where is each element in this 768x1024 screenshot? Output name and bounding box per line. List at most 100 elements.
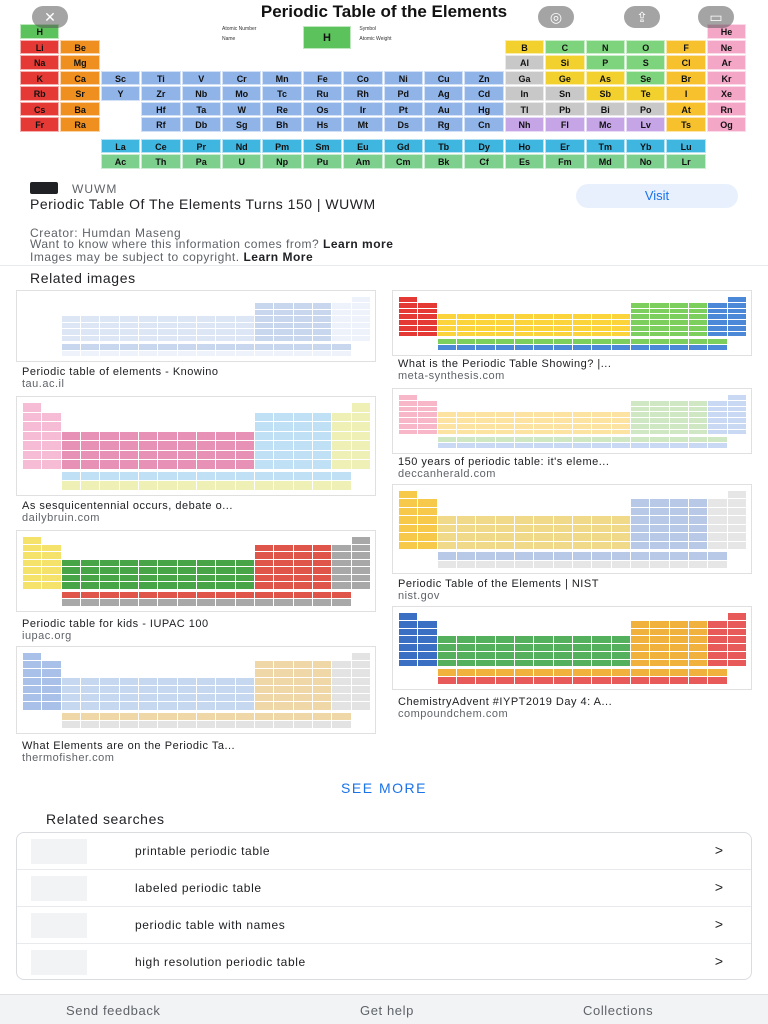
related-search-item[interactable]: printable periodic table >	[17, 833, 751, 870]
see-more-button[interactable]: SEE MORE	[341, 780, 427, 796]
element-cell: Ga	[504, 70, 545, 85]
related-search-item[interactable]: high resolution periodic table >	[17, 944, 751, 979]
thumbnail-cell	[669, 406, 688, 412]
element-cell: Th	[141, 154, 181, 169]
thumbnail-cell	[139, 431, 158, 441]
thumbnail-cell	[313, 599, 332, 606]
thumbnail-cell	[235, 344, 254, 350]
related-image-caption[interactable]: Periodic Table of the Elements | NIST	[398, 578, 599, 590]
thumbnail-cell	[650, 320, 669, 325]
thumbnail-cell	[631, 628, 650, 636]
thumbnail-cell	[139, 316, 158, 322]
thumbnail-cell	[255, 422, 274, 431]
thumbnail-cell	[399, 491, 418, 499]
thumbnail-cell	[61, 582, 80, 589]
thumbnail-cell	[313, 322, 332, 329]
related-image-thumbnail[interactable]	[16, 290, 376, 362]
thumbnail-cell	[437, 412, 456, 418]
thumbnail-cell	[727, 412, 746, 418]
element-cell: Pb	[545, 101, 585, 116]
thumbnail-cell	[351, 297, 370, 303]
thumbnail-cell	[457, 636, 476, 644]
footer-bar: Send feedback Get help Collections	[0, 994, 768, 1024]
element-cell: Y	[100, 86, 141, 101]
related-image-thumbnail[interactable]	[16, 646, 376, 734]
thumbnail-cell	[313, 661, 332, 669]
thumbnail-cell	[177, 559, 196, 567]
source-title[interactable]: Periodic Table Of The Elements Turns 150…	[30, 196, 376, 212]
thumbnail-cell	[476, 552, 495, 560]
thumbnail-cell	[235, 574, 254, 582]
thumbnail-cell	[553, 345, 572, 350]
thumbnail-cell	[274, 685, 293, 694]
element-cell: Er	[545, 138, 585, 154]
save-icon[interactable]: ▭	[698, 6, 734, 28]
thumbnail-cell	[650, 412, 669, 418]
thumbnail-cell	[727, 320, 746, 325]
thumbnail-cell	[515, 345, 534, 350]
thumbnail-cell	[177, 441, 196, 450]
thumbnail-cell	[332, 316, 351, 322]
copyright-question: Want to know where this information come…	[30, 237, 320, 251]
related-search-item[interactable]: periodic table with names >	[17, 907, 751, 944]
get-help-link[interactable]: Get help	[360, 1003, 414, 1018]
thumbnail-cell	[61, 450, 80, 460]
related-search-item[interactable]: labeled periodic table >	[17, 870, 751, 907]
element-cell: Og	[706, 117, 747, 132]
related-image-caption[interactable]: Periodic table for kids - IUPAC 100	[22, 618, 209, 630]
hero-image[interactable]: Periodic Table of the Elements H He Li Be B C…	[0, 0, 768, 172]
chevron-right-icon: >	[714, 953, 723, 969]
send-feedback-link[interactable]: Send feedback	[66, 1003, 161, 1018]
related-image-caption[interactable]: Periodic table of elements - Knowino	[22, 366, 219, 378]
thumbnail-cell	[689, 659, 708, 667]
element-cell: Ba	[60, 101, 100, 116]
thumbnail-cell	[158, 685, 177, 694]
thumbnail-cell	[650, 644, 669, 651]
thumbnail-cell	[611, 644, 630, 651]
related-image-caption[interactable]: What Elements are on the Periodic Ta...	[22, 740, 236, 752]
related-image-caption[interactable]: 150 years of periodic table: it's eleme.…	[398, 456, 610, 468]
thumbnail-cell	[139, 335, 158, 342]
visit-button[interactable]: Visit	[576, 184, 738, 208]
share-icon[interactable]: ⇪	[624, 6, 660, 28]
thumbnail-cell	[81, 344, 100, 350]
related-image-caption[interactable]: As sesquicentennial occurs, debate o...	[22, 500, 233, 512]
thumbnail-cell	[23, 574, 42, 582]
related-image-thumbnail[interactable]	[392, 290, 752, 356]
thumbnail-cell	[399, 613, 418, 620]
lens-icon[interactable]: ◎	[538, 6, 574, 28]
related-image-thumbnail[interactable]	[16, 530, 376, 612]
related-image-thumbnail[interactable]	[392, 606, 752, 690]
thumbnail-cell	[313, 481, 332, 490]
element-cell: At	[666, 101, 706, 116]
thumbnail-cell	[255, 431, 274, 441]
thumbnail-cell	[235, 702, 254, 710]
element-cell: Os	[302, 101, 343, 116]
close-icon[interactable]: ✕	[32, 6, 68, 28]
thumbnail-cell	[100, 350, 119, 356]
thumbnail-cell	[274, 309, 293, 316]
related-image-caption[interactable]: What is the Periodic Table Showing? |...	[398, 358, 612, 370]
thumbnail-cell	[332, 329, 351, 335]
thumbnail-cell	[650, 628, 669, 636]
source-site-name[interactable]: WUWM	[72, 182, 118, 196]
related-image-thumbnail[interactable]	[392, 484, 752, 574]
thumbnail-cell	[611, 320, 630, 325]
related-image-thumbnail[interactable]	[392, 388, 752, 454]
thumbnail-cell	[61, 441, 80, 450]
thumbnail-cell	[119, 677, 138, 685]
thumbnail-cell	[689, 628, 708, 636]
learn-more-link-2[interactable]: Learn More	[243, 250, 314, 264]
learn-more-link[interactable]: Learn more	[323, 237, 394, 251]
collections-link[interactable]: Collections	[583, 1003, 654, 1018]
thumbnail-cell	[100, 329, 119, 335]
related-image-caption[interactable]: ChemistryAdvent #IYPT2019 Day 4: A...	[398, 696, 613, 708]
thumbnail-cell	[61, 591, 80, 599]
element-cell: Po	[626, 101, 666, 116]
thumbnail-cell	[727, 613, 746, 620]
thumbnail-cell	[573, 636, 592, 644]
thumbnail-cell	[42, 702, 61, 710]
thumbnail-cell	[418, 628, 437, 636]
thumbnail-cell	[23, 661, 42, 669]
related-image-thumbnail[interactable]	[16, 396, 376, 496]
